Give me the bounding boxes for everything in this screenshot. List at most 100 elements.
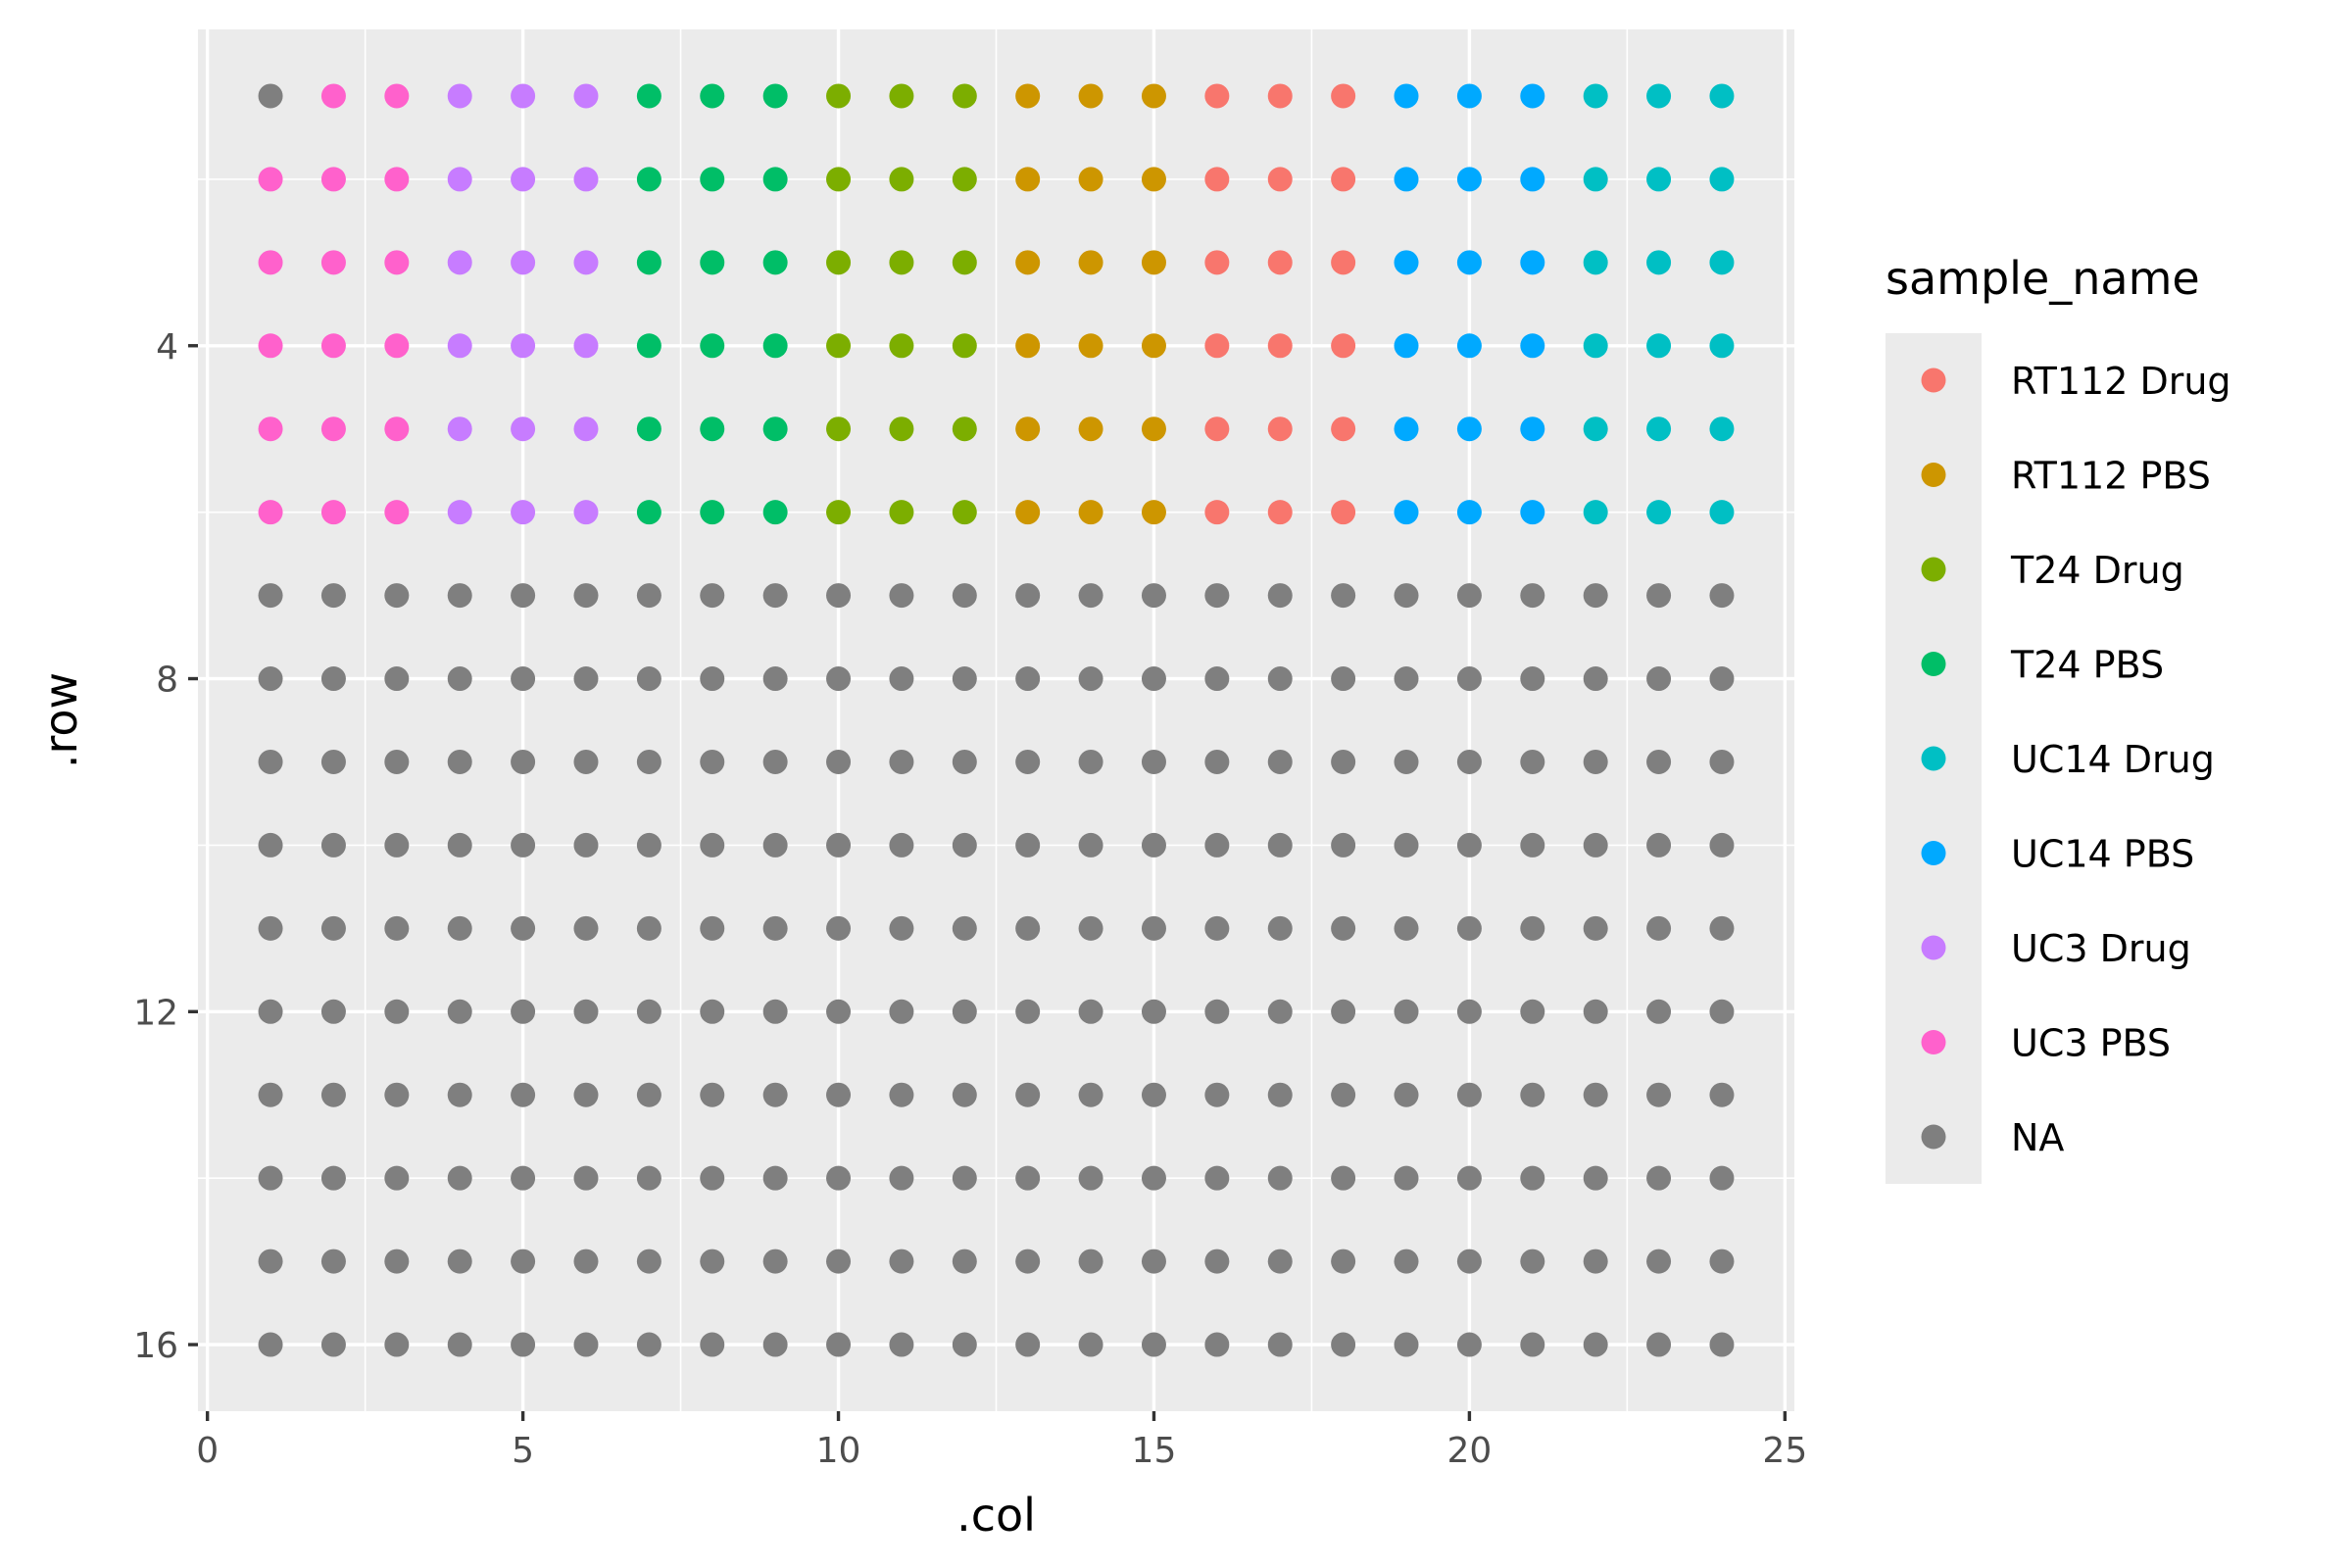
point-r9-c9 xyxy=(763,750,788,774)
point-r11-c10 xyxy=(826,916,851,941)
point-r2-c8 xyxy=(700,167,724,191)
point-r6-c14 xyxy=(1079,500,1103,524)
point-r3-c19 xyxy=(1395,250,1419,274)
point-r4-c1 xyxy=(259,333,283,358)
legend-title: sample_name xyxy=(1886,252,2200,305)
point-r2-c18 xyxy=(1331,167,1355,191)
point-r3-c21 xyxy=(1520,250,1544,274)
point-r6-c18 xyxy=(1331,500,1355,524)
point-r10-c23 xyxy=(1646,833,1671,858)
point-r1-c7 xyxy=(637,83,662,108)
point-r10-c13 xyxy=(1015,833,1040,858)
point-r2-c1 xyxy=(259,167,283,191)
point-r2-c14 xyxy=(1079,167,1103,191)
point-r16-c19 xyxy=(1395,1333,1419,1357)
point-r14-c3 xyxy=(384,1166,409,1191)
point-r2-c22 xyxy=(1584,167,1608,191)
point-r3-c6 xyxy=(573,250,598,274)
point-r13-c5 xyxy=(511,1083,535,1107)
point-r5-c18 xyxy=(1331,416,1355,441)
point-r4-c7 xyxy=(637,333,662,358)
point-r9-c3 xyxy=(384,750,409,774)
point-r1-c8 xyxy=(700,83,724,108)
point-r12-c10 xyxy=(826,1000,851,1024)
point-r10-c20 xyxy=(1457,833,1482,858)
point-r14-c14 xyxy=(1079,1166,1103,1191)
point-r13-c19 xyxy=(1395,1083,1419,1107)
point-r10-c18 xyxy=(1331,833,1355,858)
point-r3-c24 xyxy=(1709,250,1734,274)
point-r10-c1 xyxy=(259,833,283,858)
point-r4-c14 xyxy=(1079,333,1103,358)
point-r5-c17 xyxy=(1268,416,1293,441)
point-r15-c8 xyxy=(700,1250,724,1274)
point-r11-c21 xyxy=(1520,916,1544,941)
point-r10-c19 xyxy=(1395,833,1419,858)
point-r14-c13 xyxy=(1015,1166,1040,1191)
x-axis-title: .col xyxy=(956,1489,1036,1542)
point-r6-c5 xyxy=(511,500,535,524)
point-r13-c6 xyxy=(573,1083,598,1107)
x-axis: 0 5 10 15 20 25 xyxy=(196,1411,1807,1471)
point-r4-c10 xyxy=(826,333,851,358)
point-r12-c12 xyxy=(953,1000,977,1024)
point-r3-c5 xyxy=(511,250,535,274)
point-r11-c17 xyxy=(1268,916,1293,941)
legend-label: RT112 PBS xyxy=(2011,455,2211,498)
point-r7-c2 xyxy=(321,583,346,608)
point-r11-c13 xyxy=(1015,916,1040,941)
point-r2-c10 xyxy=(826,167,851,191)
point-r14-c19 xyxy=(1395,1166,1419,1191)
point-r10-c2 xyxy=(321,833,346,858)
point-r7-c1 xyxy=(259,583,283,608)
point-r11-c16 xyxy=(1204,916,1229,941)
y-tick-label: 4 xyxy=(156,327,178,368)
point-r13-c1 xyxy=(259,1083,283,1107)
point-r8-c10 xyxy=(826,666,851,691)
point-r15-c19 xyxy=(1395,1250,1419,1274)
point-r11-c6 xyxy=(573,916,598,941)
point-r7-c10 xyxy=(826,583,851,608)
point-r1-c18 xyxy=(1331,83,1355,108)
point-r2-c16 xyxy=(1204,167,1229,191)
point-r12-c20 xyxy=(1457,1000,1482,1024)
point-r12-c4 xyxy=(448,1000,472,1024)
point-r4-c21 xyxy=(1520,333,1544,358)
point-r10-c5 xyxy=(511,833,535,858)
point-r14-c24 xyxy=(1709,1166,1734,1191)
point-r4-c5 xyxy=(511,333,535,358)
point-r11-c18 xyxy=(1331,916,1355,941)
point-r13-c24 xyxy=(1709,1083,1734,1107)
point-r3-c11 xyxy=(889,250,913,274)
point-r11-c4 xyxy=(448,916,472,941)
point-r9-c12 xyxy=(953,750,977,774)
point-r9-c7 xyxy=(637,750,662,774)
point-r16-c18 xyxy=(1331,1333,1355,1357)
point-r9-c2 xyxy=(321,750,346,774)
point-r13-c11 xyxy=(889,1083,913,1107)
point-r1-c6 xyxy=(573,83,598,108)
point-r9-c8 xyxy=(700,750,724,774)
point-r7-c20 xyxy=(1457,583,1482,608)
point-r15-c15 xyxy=(1142,1250,1166,1274)
point-r9-c14 xyxy=(1079,750,1103,774)
point-r11-c12 xyxy=(953,916,977,941)
point-r6-c16 xyxy=(1204,500,1229,524)
point-r3-c10 xyxy=(826,250,851,274)
legend-key xyxy=(1922,463,1946,487)
point-r6-c20 xyxy=(1457,500,1482,524)
point-r7-c18 xyxy=(1331,583,1355,608)
point-r8-c3 xyxy=(384,666,409,691)
point-r8-c8 xyxy=(700,666,724,691)
point-r13-c3 xyxy=(384,1083,409,1107)
point-r10-c8 xyxy=(700,833,724,858)
point-r8-c12 xyxy=(953,666,977,691)
point-r7-c12 xyxy=(953,583,977,608)
point-r3-c13 xyxy=(1015,250,1040,274)
legend-key xyxy=(1922,652,1946,676)
point-r11-c22 xyxy=(1584,916,1608,941)
point-r7-c17 xyxy=(1268,583,1293,608)
point-r16-c21 xyxy=(1520,1333,1544,1357)
point-r16-c8 xyxy=(700,1333,724,1357)
